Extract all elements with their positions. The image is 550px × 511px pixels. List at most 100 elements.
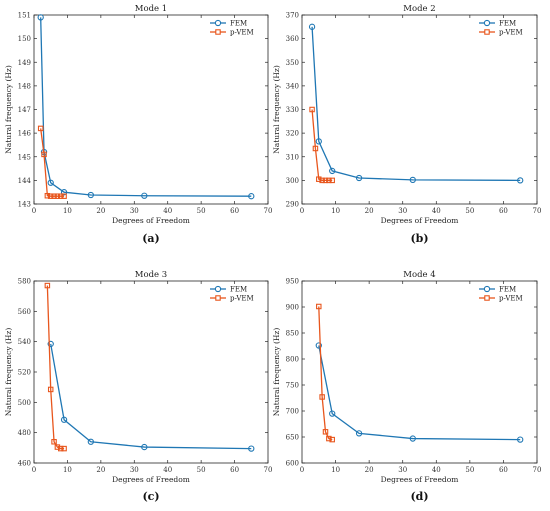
x-axis-label: Degrees of Freedom [381, 475, 459, 484]
data-point [355, 174, 363, 182]
data-point [316, 176, 322, 182]
series-line-fem [318, 345, 521, 441]
x-tick-label: 10 [63, 207, 72, 215]
x-tick-label: 40 [432, 466, 441, 474]
chart-title: Mode 1 [135, 4, 167, 14]
y-tick-label: 149 [18, 59, 31, 67]
plot-frame [301, 14, 538, 205]
x-tick-label: 20 [96, 207, 105, 215]
x-tick-label: 70 [264, 466, 273, 474]
data-point [141, 192, 148, 199]
panel-label: (d) [410, 490, 428, 503]
series-line-fem [40, 17, 252, 197]
legend-label: FEM [499, 286, 516, 294]
chart-title: Mode 3 [135, 270, 167, 280]
legend-label: p-VEM [499, 295, 523, 303]
data-point [87, 438, 94, 445]
x-tick-label: 60 [499, 466, 508, 474]
y-tick-label: 145 [18, 153, 31, 161]
legend-marker [214, 19, 222, 27]
legend-marker [483, 285, 491, 293]
y-tick-label: 600 [286, 460, 299, 468]
legend-label: p-VEM [230, 295, 254, 303]
y-tick-label: 540 [18, 338, 31, 346]
y-tick-label: 460 [18, 460, 31, 468]
x-tick-label: 50 [197, 466, 206, 474]
legend-label: p-VEM [499, 29, 523, 37]
data-point [319, 177, 325, 184]
data-point [248, 193, 255, 200]
data-point [57, 445, 64, 452]
y-tick-label: 350 [286, 59, 299, 67]
chart-panel-2: 0 10 20 30 40 50 60 70 290 300 310 320 330 340 350 360 3… [272, 4, 541, 245]
y-tick-label: 950 [286, 278, 299, 286]
data-point [37, 125, 44, 132]
y-tick-label: 800 [286, 356, 299, 364]
data-point [322, 429, 329, 435]
y-axis-label: Natural frequency (Hz) [4, 328, 13, 417]
y-tick-label: 144 [18, 177, 32, 185]
y-axis-label: Natural frequency (Hz) [4, 65, 13, 154]
y-tick-label: 650 [286, 434, 299, 442]
x-axis-label: Degrees of Freedom [112, 216, 190, 225]
y-tick-label: 340 [286, 82, 299, 90]
data-point [409, 435, 416, 442]
x-tick-label: 60 [230, 466, 239, 474]
data-point [315, 342, 322, 349]
y-tick-label: 150 [18, 35, 31, 43]
data-point [326, 177, 332, 184]
chart-title: Mode 2 [403, 4, 435, 14]
x-tick-label: 0 [300, 466, 304, 474]
x-tick-label: 10 [63, 466, 72, 474]
plot-frame [33, 14, 269, 205]
data-point [41, 151, 47, 158]
x-tick-label: 20 [365, 466, 374, 474]
data-point [315, 138, 322, 145]
legend-marker [484, 29, 490, 35]
y-axis-label: Natural frequency (Hz) [272, 65, 281, 154]
data-point [329, 177, 335, 184]
series-line-fem [311, 26, 521, 182]
data-point [517, 177, 524, 184]
data-point [51, 439, 57, 445]
x-tick-label: 70 [533, 466, 542, 474]
data-point [322, 177, 329, 184]
y-tick-label: 290 [286, 201, 299, 209]
y-tick-label: 850 [286, 330, 299, 338]
chart-panel-3: 0 10 20 30 40 50 60 70 460 480 500 520 540 560 580 Mode… [4, 270, 272, 503]
legend-label: FEM [230, 286, 247, 294]
data-point [248, 445, 255, 452]
panel-label: (c) [142, 490, 159, 503]
legend-label: p-VEM [230, 29, 254, 37]
data-point [44, 282, 51, 289]
y-tick-label: 700 [286, 408, 299, 416]
x-axis-label: Degrees of Freedom [112, 475, 190, 484]
data-point [54, 193, 61, 199]
x-tick-label: 50 [465, 207, 474, 215]
x-tick-label: 60 [499, 207, 508, 215]
y-tick-label: 750 [286, 382, 299, 390]
panel-label: (a) [142, 232, 160, 245]
data-point [409, 176, 416, 184]
data-point [47, 193, 54, 199]
data-point [51, 193, 57, 199]
y-tick-label: 370 [286, 12, 299, 20]
x-tick-label: 40 [163, 466, 172, 474]
x-tick-label: 30 [130, 207, 139, 215]
x-tick-label: 50 [465, 466, 474, 474]
data-point [141, 443, 148, 451]
panel-label: (b) [410, 232, 428, 245]
chart-panel-4: 0 10 20 30 40 50 60 70 600 650 700 750 800 850 900 950 M… [272, 270, 541, 503]
legend-marker [215, 295, 221, 301]
data-point [47, 386, 54, 393]
x-tick-label: 10 [331, 466, 340, 474]
y-tick-label: 330 [286, 106, 299, 114]
legend-label: FEM [499, 20, 516, 28]
data-point [87, 191, 94, 199]
data-point [61, 445, 67, 452]
data-point [60, 416, 68, 423]
data-point [47, 340, 54, 348]
data-point [319, 394, 325, 400]
y-tick-label: 360 [286, 35, 299, 43]
x-tick-label: 70 [264, 207, 273, 215]
